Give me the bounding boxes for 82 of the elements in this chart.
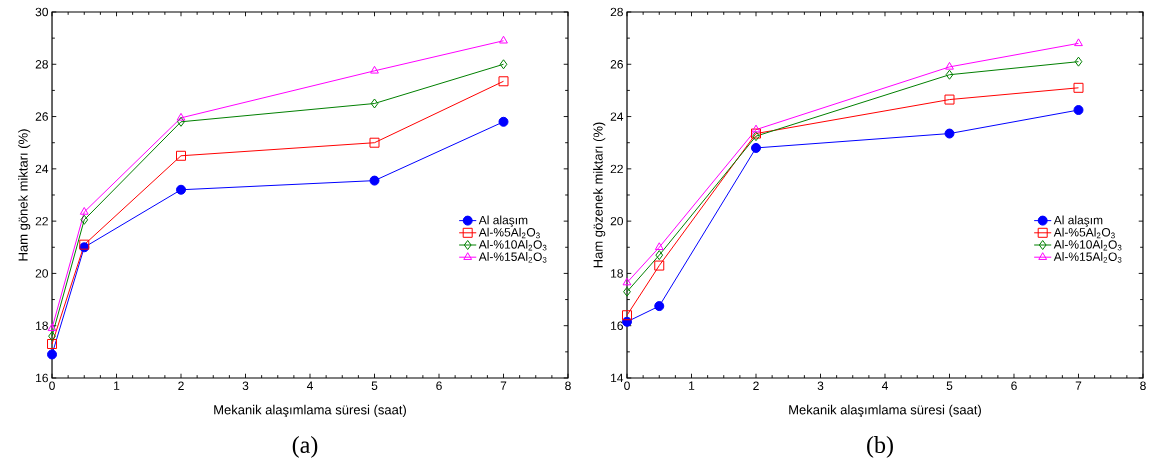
point bbox=[654, 301, 665, 312]
x-tick-label: 6 bbox=[436, 381, 442, 391]
x-axis-title: Mekanik alaşımlama süresi (saat) bbox=[214, 404, 406, 418]
point bbox=[498, 116, 509, 127]
point bbox=[176, 184, 187, 195]
y-tick-label: 30 bbox=[35, 7, 49, 17]
y-tick-label: 28 bbox=[35, 60, 48, 69]
x-tick-label: 0 bbox=[49, 381, 55, 391]
point bbox=[1074, 56, 1083, 67]
x-tick-label: 5 bbox=[371, 381, 378, 390]
point bbox=[944, 94, 955, 105]
point bbox=[622, 277, 632, 286]
point bbox=[1073, 82, 1084, 93]
y-tick-label: 24 bbox=[610, 112, 624, 121]
y-tick-label: 28 bbox=[610, 7, 623, 17]
point bbox=[1074, 38, 1083, 47]
x-tick-label: 4 bbox=[881, 381, 888, 390]
point bbox=[176, 112, 186, 121]
point bbox=[623, 286, 631, 297]
point bbox=[369, 175, 380, 186]
y-tick-label: 22 bbox=[35, 216, 48, 226]
y-tick-label: 26 bbox=[610, 60, 623, 69]
x-tick-label: 8 bbox=[565, 381, 571, 391]
y-tick-label: 16 bbox=[611, 321, 623, 330]
x-tick-label: 0 bbox=[624, 381, 630, 391]
x-tick-label: 7 bbox=[1075, 381, 1082, 390]
text: (a) bbox=[292, 436, 318, 458]
point bbox=[622, 310, 633, 321]
point bbox=[369, 137, 380, 148]
y-tick-label: 14 bbox=[611, 373, 624, 383]
point bbox=[47, 349, 58, 360]
point bbox=[654, 260, 665, 271]
point bbox=[1073, 105, 1084, 116]
legend-label: Al alaşım bbox=[1053, 215, 1103, 227]
point bbox=[751, 142, 761, 153]
point bbox=[48, 331, 56, 342]
y-tick-label: 24 bbox=[35, 164, 49, 174]
x-tick-label: 7 bbox=[500, 381, 507, 390]
x-tick-label: 3 bbox=[242, 381, 249, 391]
point bbox=[370, 65, 379, 74]
point bbox=[176, 150, 187, 161]
point bbox=[79, 206, 89, 215]
point bbox=[751, 124, 761, 133]
legend-label: Al-%5Al$_{2}$O$_{3}$ bbox=[1053, 227, 1115, 239]
y-tick-label: 22 bbox=[610, 164, 623, 174]
x-axis-title: Mekanik alaşımlama süresi (saat) bbox=[789, 404, 981, 418]
y-tick-label: 18 bbox=[611, 269, 623, 278]
x-tick-label: 5 bbox=[946, 381, 953, 390]
legend-label: Al-%5Al$_{2}$O$_{3}$ bbox=[478, 227, 540, 239]
point bbox=[498, 76, 509, 87]
point bbox=[945, 61, 954, 70]
legend-label: Al alaşım bbox=[478, 215, 528, 227]
x-tick-label: 1 bbox=[689, 381, 695, 390]
point bbox=[80, 214, 89, 225]
x-tick-label: 8 bbox=[1140, 381, 1146, 391]
point bbox=[47, 323, 57, 332]
y-tick-label: 16 bbox=[36, 373, 48, 383]
legend-label: Al-%10Al$_{2}$O$_{3}$ bbox=[1053, 239, 1122, 251]
point bbox=[370, 98, 379, 109]
x-tick-label: 2 bbox=[178, 381, 184, 390]
point bbox=[177, 116, 185, 127]
text: (b) bbox=[867, 436, 893, 458]
point bbox=[499, 59, 508, 70]
legend-label: Al-%15Al$_{2}$O$_{3}$ bbox=[478, 252, 547, 263]
point bbox=[945, 69, 954, 80]
y-axis-title: Ham gönek miktarı (%) bbox=[18, 129, 31, 261]
point bbox=[944, 128, 955, 139]
y-tick-label: 20 bbox=[610, 216, 624, 226]
point bbox=[655, 250, 664, 261]
x-tick-label: 6 bbox=[1011, 381, 1017, 391]
y-tick-label: 20 bbox=[35, 269, 49, 278]
y-axis-title: Ham gözenek miktarı (%) bbox=[593, 122, 606, 268]
x-tick-label: 4 bbox=[306, 381, 313, 390]
legend-label: Al-%15Al$_{2}$O$_{3}$ bbox=[1053, 252, 1122, 263]
y-tick-label: 26 bbox=[35, 112, 48, 121]
x-tick-label: 3 bbox=[817, 381, 824, 391]
x-tick-label: 2 bbox=[753, 381, 759, 390]
point bbox=[499, 35, 508, 44]
x-tick-label: 1 bbox=[114, 381, 120, 390]
legend-label: Al-%10Al$_{2}$O$_{3}$ bbox=[478, 239, 547, 251]
y-tick-label: 18 bbox=[36, 321, 48, 330]
point bbox=[654, 242, 664, 251]
